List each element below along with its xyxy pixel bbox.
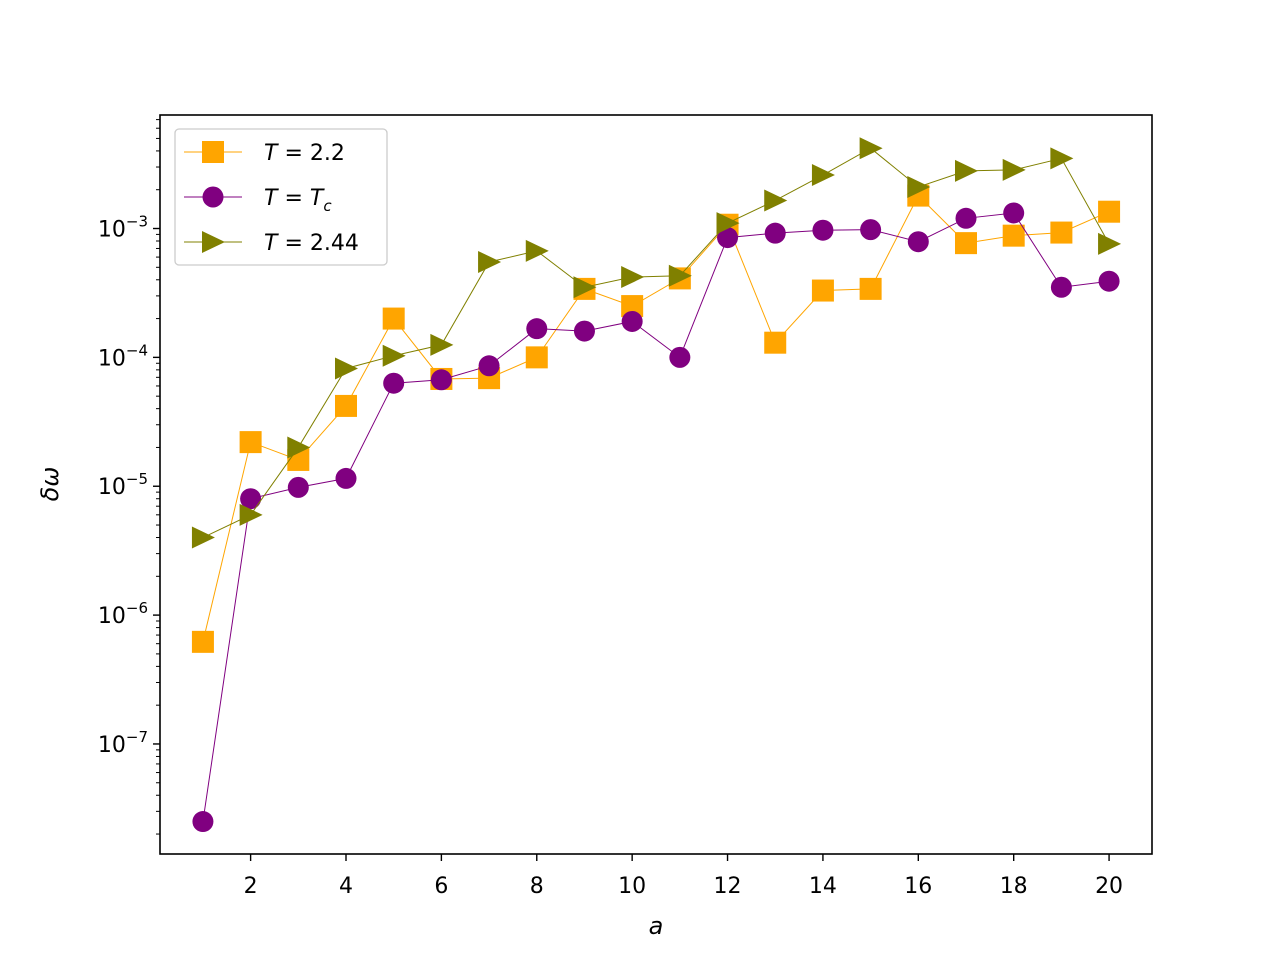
data-point bbox=[1050, 147, 1074, 170]
data-point bbox=[191, 630, 214, 653]
data-point bbox=[382, 307, 405, 330]
data-point bbox=[717, 227, 739, 249]
legend-label: T = 2.2 bbox=[264, 141, 345, 166]
x-tick-label: 2 bbox=[244, 874, 258, 899]
data-point bbox=[621, 310, 643, 332]
x-tick-label: 4 bbox=[339, 874, 353, 899]
x-tick-label: 8 bbox=[530, 874, 544, 899]
data-point bbox=[907, 231, 929, 253]
data-point bbox=[335, 357, 358, 380]
data-point bbox=[1003, 202, 1025, 224]
series-layer bbox=[191, 137, 1122, 833]
x-tick-label: 18 bbox=[1000, 874, 1028, 899]
data-point bbox=[955, 207, 977, 229]
data-point bbox=[335, 394, 357, 417]
x-tick-label: 12 bbox=[714, 874, 742, 899]
data-point bbox=[383, 372, 405, 394]
data-point bbox=[668, 264, 692, 287]
x-tick-label: 6 bbox=[434, 874, 448, 899]
data-point bbox=[859, 277, 882, 300]
data-point bbox=[907, 175, 931, 198]
x-tick-label: 10 bbox=[618, 874, 646, 899]
data-point bbox=[430, 333, 454, 356]
legend-marker bbox=[202, 186, 224, 208]
data-point bbox=[669, 346, 691, 368]
data-point bbox=[573, 276, 597, 299]
data-point bbox=[1098, 270, 1120, 292]
data-point bbox=[621, 295, 644, 318]
y-tick-label: 10−4 bbox=[98, 341, 148, 371]
data-point bbox=[764, 222, 786, 244]
x-axis: 2 4 6 8 10 12 14 16 18 20 bbox=[244, 854, 1123, 899]
y-tick-label: 10−6 bbox=[98, 599, 148, 629]
data-point bbox=[1050, 276, 1072, 298]
data-point bbox=[478, 250, 502, 273]
data-point bbox=[239, 431, 262, 454]
data-point bbox=[525, 239, 549, 262]
data-point bbox=[1002, 158, 1026, 181]
legend-box bbox=[174, 128, 388, 266]
data-point bbox=[526, 318, 548, 340]
y-axis-label: δω bbox=[36, 467, 64, 502]
data-point bbox=[191, 526, 215, 549]
data-point bbox=[525, 346, 548, 369]
data-point bbox=[621, 266, 645, 289]
data-point bbox=[811, 279, 834, 302]
x-axis-label: a bbox=[649, 912, 664, 940]
data-point bbox=[573, 320, 595, 342]
y-tick-label: 10−3 bbox=[98, 213, 148, 243]
x-tick-label: 20 bbox=[1095, 874, 1123, 899]
data-point bbox=[1002, 224, 1025, 247]
series-group bbox=[192, 202, 1120, 833]
x-tick-label: 16 bbox=[904, 874, 932, 899]
data-point bbox=[430, 369, 452, 391]
legend-entry: T = 2.44 bbox=[184, 231, 359, 256]
data-point bbox=[1098, 232, 1122, 255]
legend-entry: T = Tc bbox=[184, 186, 332, 215]
legend-label: T = Tc bbox=[264, 186, 332, 215]
plot-frame bbox=[159, 114, 1153, 855]
data-point bbox=[859, 137, 883, 160]
data-point bbox=[287, 476, 309, 498]
data-point bbox=[239, 503, 263, 526]
data-point bbox=[240, 488, 262, 510]
legend-marker bbox=[202, 231, 225, 253]
y-axis: 10−7 10−6 10−5 10−4 10−3 bbox=[98, 213, 160, 758]
legend-label: T = 2.44 bbox=[264, 231, 359, 256]
x-tick-label: 14 bbox=[809, 874, 837, 899]
data-point bbox=[764, 189, 788, 212]
data-point bbox=[812, 219, 834, 241]
data-point bbox=[478, 355, 500, 377]
data-point bbox=[860, 219, 882, 241]
data-point bbox=[1050, 221, 1073, 244]
data-point bbox=[287, 436, 311, 459]
y-tick-label: 10−5 bbox=[98, 470, 148, 500]
legend: T = 2.2 T = Tc T = 2.44 bbox=[174, 128, 388, 266]
data-point bbox=[955, 159, 978, 182]
data-point bbox=[335, 467, 357, 489]
data-point bbox=[192, 811, 214, 833]
data-point bbox=[955, 232, 977, 255]
data-point bbox=[811, 164, 835, 187]
data-point bbox=[382, 344, 406, 367]
legend-entry: T = 2.2 bbox=[184, 141, 345, 166]
series-group bbox=[191, 137, 1122, 549]
legend-marker bbox=[202, 141, 224, 163]
data-point bbox=[764, 331, 787, 354]
series-group bbox=[191, 184, 1121, 653]
data-point bbox=[716, 212, 740, 235]
y-tick-label: 10−7 bbox=[98, 728, 148, 758]
data-point bbox=[1098, 200, 1121, 223]
